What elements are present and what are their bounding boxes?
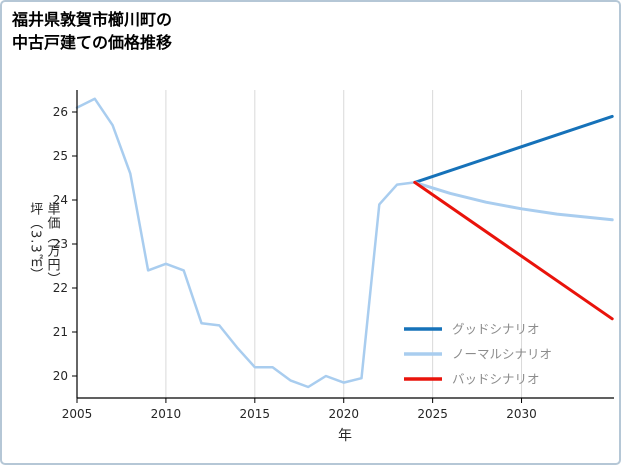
y-tick-label: 22 (53, 281, 68, 295)
y-tick-label: 26 (53, 105, 68, 119)
y-axis-label-line1: 坪（3.3㎡） (27, 202, 43, 282)
y-tick-label: 23 (53, 237, 68, 251)
y-tick-label: 20 (53, 369, 68, 383)
chart-title-line1: 福井県敦賀市櫛川町の (12, 10, 173, 29)
x-axis-label: 年 (338, 428, 352, 444)
series-line-bad-scenario (413, 180, 614, 321)
x-tick-label: 2030 (506, 407, 537, 421)
y-axis-label-line2: 単価（万円） (44, 202, 60, 286)
y-tick-label: 21 (53, 325, 68, 339)
y-tick-label: 24 (53, 193, 68, 207)
x-tick-label: 2020 (328, 407, 359, 421)
y-tick-label: 25 (53, 149, 68, 163)
chart-title-line2: 中古戸建ての価格推移 (12, 33, 173, 53)
legend-label-good-scenario: グッドシナリオ (452, 322, 540, 337)
legend-label-bad-scenario: バッドシナリオ (452, 372, 540, 387)
y-axis-label: 坪（3.3㎡） 単価（万円） (26, 202, 60, 286)
series-line-good-scenario (413, 114, 614, 184)
x-tick-label: 2015 (240, 407, 271, 421)
x-tick-label: 2025 (417, 407, 448, 421)
series-line-actual-price-history (75, 97, 417, 389)
x-tick-label: 2005 (62, 407, 93, 421)
chart-title: 福井県敦賀市櫛川町の 中古戸建ての価格推移 (12, 8, 172, 54)
series-line-normal-scenario (413, 180, 614, 222)
legend-label-normal-scenario: ノーマルシナリオ (452, 347, 552, 362)
x-tick-label: 2010 (151, 407, 182, 421)
